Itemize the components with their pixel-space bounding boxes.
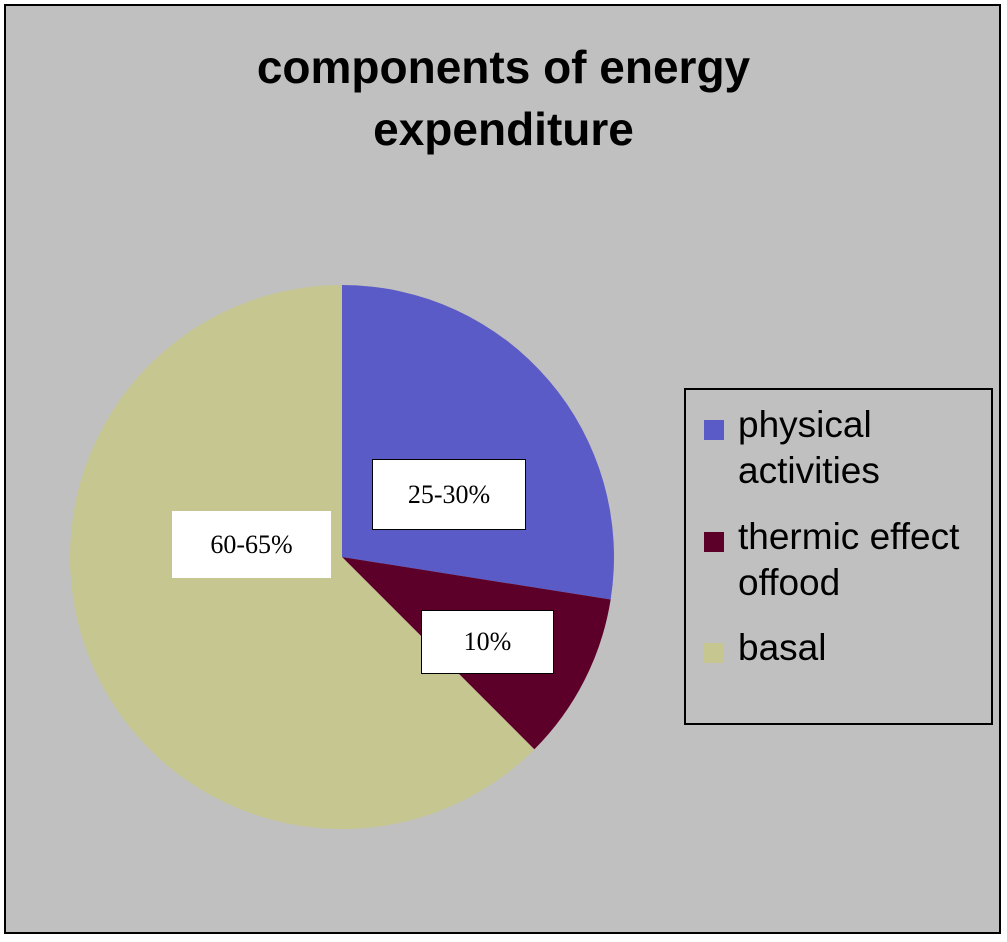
pie-slice-physical-activities: [342, 285, 614, 600]
data-label-basal: 60-65%: [172, 511, 331, 578]
data-label-physical-activities: 25-30%: [372, 459, 526, 530]
legend-label-basal: basal: [738, 627, 827, 668]
legend-label-thermic-effect: thermic effect offood: [738, 516, 960, 603]
legend-swatch-physical-activities: [704, 420, 724, 440]
legend-label-physical-activities: physical activities: [738, 404, 880, 491]
legend-swatch-basal: [704, 643, 724, 663]
data-label-thermic-effect: 10%: [421, 610, 554, 674]
legend-swatch-thermic-effect: [704, 532, 724, 552]
chart-title: components of energy expenditure: [0, 36, 1007, 160]
chart-title-line-2: expenditure: [373, 103, 634, 155]
legend: physical activities thermic effect offoo…: [684, 388, 993, 725]
chart-title-line-1: components of energy: [256, 41, 751, 93]
